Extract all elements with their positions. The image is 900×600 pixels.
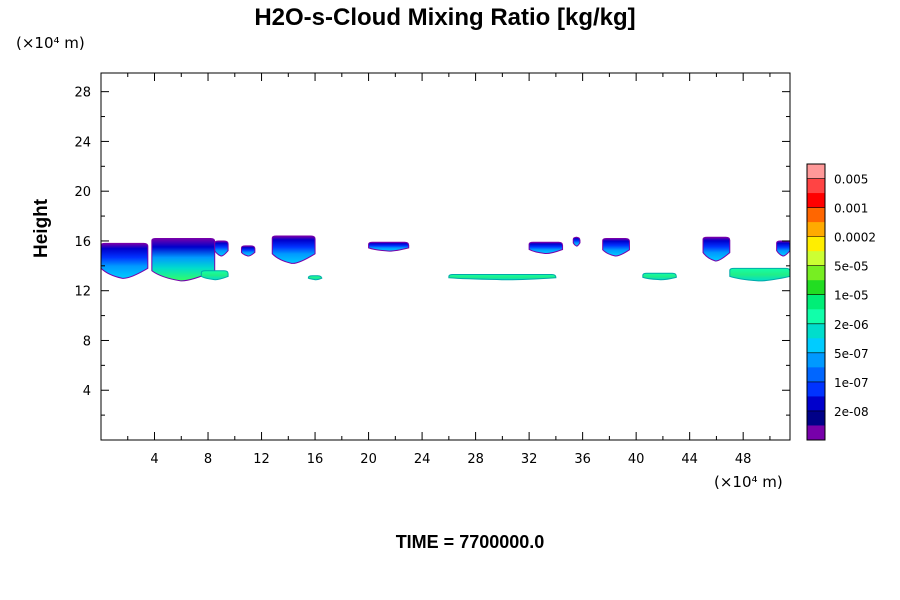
- colorbar-swatch-12: [807, 338, 825, 354]
- cloud-region-15: [729, 267, 791, 282]
- colorbar: 0.005 0.001 0.0002 5e-05 1e-05 2e-06 5e-07 1e-0…: [806, 163, 876, 441]
- x-tick-label: 16: [307, 452, 324, 467]
- cloud-region-7: [572, 236, 581, 247]
- colorbar-swatch-17: [807, 410, 825, 426]
- colorbar-swatch-18: [807, 425, 825, 441]
- colorbar-swatch-15: [807, 381, 825, 397]
- colorbar-swatch-3: [807, 207, 825, 223]
- colorbar-label: 5e-07: [834, 347, 869, 361]
- colorbar-label: 0.0002: [834, 231, 876, 245]
- colorbar-swatch-4: [807, 222, 825, 238]
- cloud-region-11: [448, 274, 557, 281]
- cloud-region-0: [100, 242, 149, 279]
- colorbar-border: [806, 163, 826, 441]
- time-annotation: TIME = 7700000.0: [395, 532, 545, 552]
- colorbar-label: 1e-07: [834, 376, 869, 390]
- cloud-region-6: [528, 241, 564, 255]
- cloud-region-13: [307, 275, 323, 281]
- colorbar-label: 0.001: [834, 202, 868, 216]
- x-tick-label: 48: [735, 452, 752, 467]
- cloud-region-5: [368, 241, 410, 252]
- cloud-region-4: [271, 235, 316, 264]
- x-tick-label: 8: [204, 452, 212, 467]
- colorbar-swatch-11: [807, 323, 825, 339]
- y-tick-label: 12: [74, 285, 91, 300]
- cloud-region-14: [642, 272, 677, 281]
- x-tick-label: 44: [681, 452, 698, 467]
- x-tick-label: 20: [360, 452, 377, 467]
- cloud-region-9: [702, 236, 731, 262]
- y-tick-label: 20: [74, 185, 91, 200]
- colorbar-swatch-7: [807, 265, 825, 281]
- colorbar-swatch-10: [807, 309, 825, 325]
- x-axis-unit: (×10⁴ m): [714, 473, 783, 491]
- colorbar-swatch-1: [807, 178, 825, 194]
- y-tick-label: 8: [83, 334, 91, 349]
- cloud-region-2: [214, 240, 229, 257]
- y-axis-unit: (×10⁴ m): [16, 34, 85, 52]
- colorbar-swatch-5: [807, 236, 825, 252]
- x-tick-label: 36: [574, 452, 591, 467]
- y-tick-label: 16: [74, 235, 91, 250]
- x-tick-label: 12: [253, 452, 270, 467]
- colorbar-swatch-8: [807, 280, 825, 296]
- colorbar-label: 1e-05: [834, 289, 869, 303]
- colorbar-swatch-2: [807, 193, 825, 209]
- y-tick-label: 4: [83, 384, 91, 399]
- y-tick-label: 28: [74, 86, 91, 101]
- x-tick-label: 24: [414, 452, 431, 467]
- plot-border: [100, 72, 791, 441]
- colorbar-label: 0.005: [834, 173, 868, 187]
- colorbar-swatch-0: [807, 164, 825, 180]
- x-tick-label: 32: [521, 452, 538, 467]
- chart-title: H2O-s-Cloud Mixing Ratio [kg/kg]: [254, 4, 636, 31]
- colorbar-label: 2e-08: [834, 405, 869, 419]
- cloud-region-12: [200, 270, 229, 281]
- colorbar-swatch-16: [807, 396, 825, 412]
- x-tick-label: 28: [467, 452, 484, 467]
- colorbar-swatch-14: [807, 367, 825, 383]
- cloud-region-3: [240, 245, 256, 257]
- colorbar-label: 2e-06: [834, 318, 869, 332]
- x-tick-label: 40: [628, 452, 645, 467]
- x-tick-label: 4: [150, 452, 158, 467]
- colorbar-swatch-9: [807, 294, 825, 310]
- cloud-region-10: [776, 240, 791, 257]
- cloud-region-8: [602, 237, 630, 257]
- colorbar-swatch-6: [807, 251, 825, 267]
- cloud-region-1: [151, 237, 216, 282]
- cloud-regions: [100, 235, 791, 282]
- colorbar-label: 5e-05: [834, 260, 869, 274]
- colorbar-swatch-13: [807, 352, 825, 368]
- y-tick-label: 24: [74, 135, 91, 150]
